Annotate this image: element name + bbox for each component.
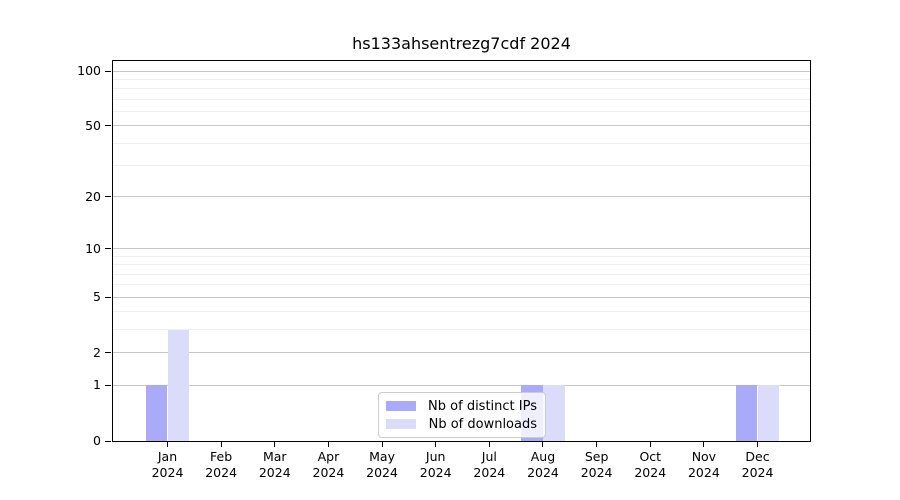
major-gridline	[113, 352, 810, 354]
x-tick-year: 2024	[205, 465, 238, 480]
chart-title: hs133ahsentrezg7cdf 2024	[352, 34, 571, 53]
minor-gridline	[113, 284, 810, 286]
y-axis-tick	[105, 248, 111, 250]
y-axis-tick-label: 5	[93, 289, 101, 305]
y-axis-tick-label: 1	[93, 377, 101, 393]
x-tick-year: 2024	[419, 465, 452, 480]
x-axis-tick	[703, 442, 705, 447]
x-axis-tick-label: Oct 2024	[618, 449, 682, 481]
minor-gridline	[113, 311, 810, 313]
bar-downloads-aug	[543, 385, 565, 441]
x-tick-month: Dec	[745, 449, 770, 464]
bar-ips-jan	[145, 385, 168, 441]
plot-area	[112, 60, 811, 442]
x-tick-month: Sep	[584, 449, 609, 464]
x-axis-tick-label: Dec 2024	[726, 449, 790, 481]
x-axis-tick	[649, 442, 651, 447]
y-axis-tick-label: 50	[85, 117, 101, 133]
x-axis-tick-label: Mar 2024	[243, 449, 307, 481]
x-axis-tick-label: May 2024	[350, 449, 414, 481]
major-gridline	[113, 248, 810, 250]
x-axis-tick-label: Jan 2024	[136, 449, 200, 481]
y-axis-tick	[105, 384, 111, 386]
bar-downloads-jan	[167, 329, 190, 441]
x-axis-tick	[220, 442, 222, 447]
minor-gridline	[113, 142, 810, 144]
x-tick-year: 2024	[687, 465, 720, 480]
major-gridline	[113, 384, 810, 386]
y-axis-tick-label: 20	[85, 188, 101, 204]
x-tick-month: Jun	[425, 449, 446, 464]
minor-gridline	[113, 110, 810, 112]
legend-entry-label: Nb of downloads	[428, 416, 537, 432]
x-tick-year: 2024	[634, 465, 667, 480]
y-axis-tick-label: 2	[93, 344, 101, 360]
x-tick-month: May	[369, 449, 395, 464]
x-axis-tick	[488, 442, 490, 447]
major-gridline	[113, 125, 810, 127]
minor-gridline	[113, 165, 810, 167]
x-tick-month: Aug	[530, 449, 556, 464]
minor-gridline	[113, 255, 810, 257]
legend-swatch	[386, 419, 416, 429]
x-tick-month: Oct	[639, 449, 662, 464]
x-axis-tick	[757, 442, 759, 447]
y-axis-tick-label: 0	[93, 433, 101, 448]
x-axis-tick	[167, 442, 168, 447]
minor-gridline	[113, 273, 810, 275]
y-axis-tick	[105, 196, 111, 198]
major-gridline	[113, 296, 810, 298]
legend: Nb of distinct IPs Nb of downloads	[378, 392, 546, 438]
x-tick-month: Nov	[691, 449, 717, 464]
x-axis-tick	[381, 442, 383, 447]
y-axis-tick-label: 10	[85, 240, 101, 256]
x-tick-year: 2024	[580, 465, 613, 480]
legend-swatch	[386, 401, 416, 411]
x-tick-year: 2024	[312, 465, 345, 480]
x-tick-month: Jul	[481, 449, 497, 464]
legend-entry: Nb of distinct IPs	[386, 398, 537, 414]
minor-gridline	[113, 329, 810, 331]
x-axis-tick-label: Jun 2024	[404, 449, 468, 481]
x-tick-year: 2024	[473, 465, 506, 480]
x-axis-tick-label: Sep 2024	[565, 449, 629, 481]
y-axis-tick	[105, 125, 111, 127]
x-axis-tick	[274, 442, 276, 447]
minor-gridline	[113, 98, 810, 100]
x-tick-year: 2024	[258, 465, 291, 480]
x-axis-tick	[327, 442, 329, 447]
x-axis-tick-label: Nov 2024	[672, 449, 736, 481]
legend-entry-label: Nb of distinct IPs	[428, 398, 537, 414]
major-gridline	[113, 196, 810, 198]
x-tick-month: Apr	[317, 449, 340, 464]
minor-gridline	[113, 264, 810, 266]
x-axis-tick	[435, 442, 437, 447]
minor-gridline	[113, 88, 810, 90]
x-tick-year: 2024	[366, 465, 398, 480]
x-axis-tick-label: Feb 2024	[189, 449, 253, 481]
bar-ips-dec	[735, 385, 758, 441]
x-tick-month: Jan	[157, 449, 178, 464]
x-tick-year: 2024	[741, 465, 774, 480]
y-axis-tick	[105, 296, 111, 298]
x-axis-tick-label: Apr 2024	[296, 449, 360, 481]
y-axis-tick-label: 100	[77, 63, 101, 78]
x-tick-year: 2024	[527, 465, 559, 480]
x-axis-tick-label: Jul 2024	[457, 449, 521, 481]
bar-downloads-dec	[757, 385, 780, 441]
y-axis-tick	[105, 440, 111, 442]
x-axis-tick	[542, 442, 544, 447]
x-tick-month: Feb	[210, 449, 233, 464]
x-axis-tick	[596, 442, 598, 447]
x-axis-tick-label: Aug 2024	[511, 449, 575, 481]
x-tick-year: 2024	[151, 465, 184, 480]
y-axis-tick	[105, 352, 111, 354]
x-tick-month: Mar	[262, 449, 287, 464]
major-gridline	[113, 70, 810, 72]
minor-gridline	[113, 78, 810, 80]
legend-entry: Nb of downloads	[386, 416, 537, 432]
y-axis-tick	[105, 70, 111, 72]
